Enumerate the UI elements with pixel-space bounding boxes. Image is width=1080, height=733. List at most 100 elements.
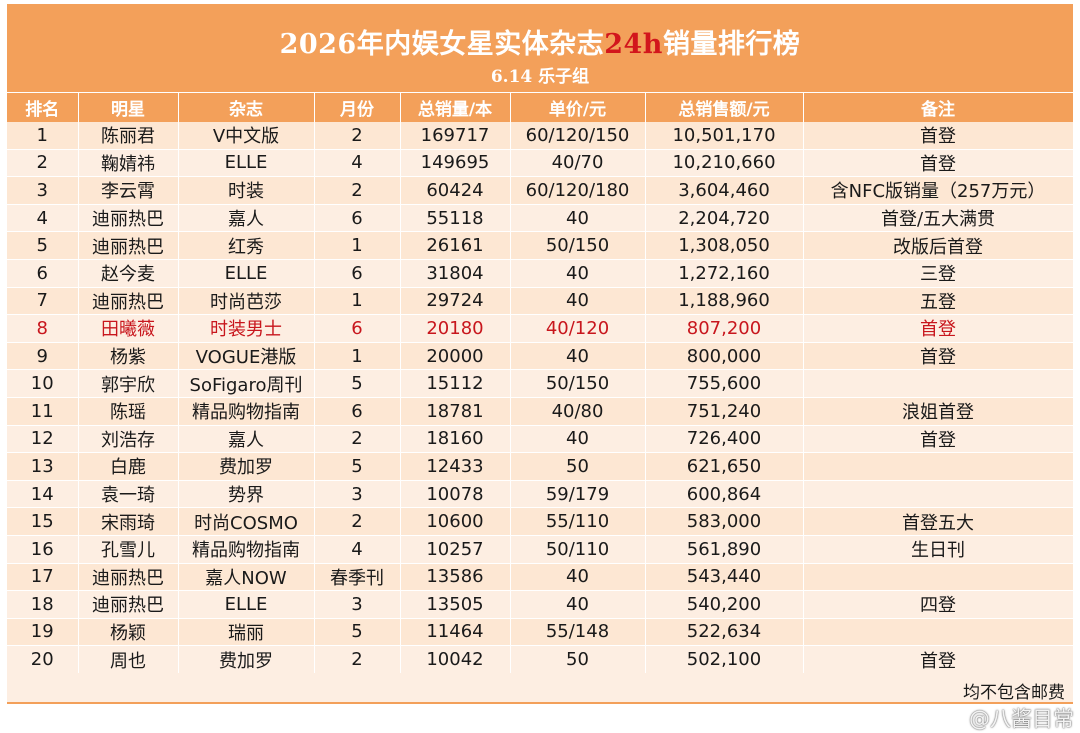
table-row: 17 迪丽热巴 嘉人NOW 春季刊 13586 40 543,440 [7,563,1074,592]
cell-magazine: ELLE [178,590,315,619]
cell-month: 6 [314,259,401,288]
table-row: 14 袁一琦 势界 3 10078 59/179 600,864 [7,480,1074,509]
cell-magazine: VOGUE港版 [178,342,315,371]
cell-units: 20000 [400,342,511,371]
cell-revenue: 10,501,170 [645,122,804,150]
cell-rank: 14 [7,480,79,509]
cell-note: 首登 [803,342,1074,371]
table-row: 9 杨紫 VOGUE港版 1 20000 40 800,000 首登 [7,342,1074,371]
cell-rank: 15 [7,507,79,536]
cell-month: 5 [314,369,401,398]
cell-star: 宋雨琦 [78,507,179,536]
cell-units: 169717 [400,122,511,150]
cell-star: 袁一琦 [78,480,179,509]
cell-revenue: 1,272,160 [645,259,804,288]
cell-price: 40 [510,590,646,619]
cell-rank: 8 [7,314,79,343]
cell-rank: 20 [7,645,79,674]
cell-revenue: 800,000 [645,342,804,371]
cell-price: 55/110 [510,507,646,536]
page-subtitle: 6.14 乐子组 [490,67,590,87]
cell-units: 10078 [400,480,511,509]
cell-star: 鞠婧祎 [78,149,179,178]
table-row: 7 迪丽热巴 时尚芭莎 1 29724 40 1,188,960 五登 [7,287,1074,316]
cell-month: 1 [314,231,401,260]
cell-rank: 2 [7,149,79,178]
cell-month: 3 [314,590,401,619]
cell-month: 5 [314,618,401,647]
cell-revenue: 583,000 [645,507,804,536]
cell-magazine: ELLE [178,149,315,178]
cell-note: 改版后首登 [803,231,1074,260]
cell-price: 60/120/180 [510,176,646,205]
cell-note: 四登 [803,590,1074,619]
col-header-revenue: 总销售额/元 [645,93,804,122]
cell-price: 40 [510,259,646,288]
table-row: 16 孔雪儿 精品购物指南 4 10257 50/110 561,890 生日刊 [7,535,1074,564]
cell-month: 2 [314,425,401,454]
cell-magazine: V中文版 [178,122,315,150]
cell-note [803,452,1074,481]
cell-price: 40/70 [510,149,646,178]
cell-units: 60424 [400,176,511,205]
cell-revenue: 543,440 [645,563,804,592]
cell-units: 13586 [400,563,511,592]
cell-star: 迪丽热巴 [78,231,179,260]
cell-month: 4 [314,149,401,178]
cell-month: 6 [314,397,401,426]
cell-magazine: 精品购物指南 [178,397,315,426]
footer-band [7,673,1073,702]
cell-magazine: SoFigaro周刊 [178,369,315,398]
cell-rank: 16 [7,535,79,564]
cell-units: 11464 [400,618,511,647]
cell-star: 周也 [78,645,179,674]
cell-price: 50/150 [510,231,646,260]
cell-rank: 11 [7,397,79,426]
cell-magazine: 嘉人 [178,425,315,454]
cell-note [803,480,1074,509]
cell-revenue: 522,634 [645,618,804,647]
cell-star: 白鹿 [78,452,179,481]
cell-revenue: 502,100 [645,645,804,674]
cell-revenue: 1,308,050 [645,231,804,260]
cell-magazine: 时装 [178,176,315,205]
cell-revenue: 600,864 [645,480,804,509]
cell-note: 首登 [803,122,1074,150]
cell-units: 13505 [400,590,511,619]
cell-revenue: 561,890 [645,535,804,564]
cell-price: 40 [510,342,646,371]
col-header-month: 月份 [314,93,401,122]
cell-magazine: 嘉人 [178,204,315,233]
cell-units: 12433 [400,452,511,481]
col-header-note: 备注 [803,93,1074,122]
cell-month: 2 [314,176,401,205]
cell-note: 浪姐首登 [803,397,1074,426]
cell-note: 首登/五大满贯 [803,204,1074,233]
cell-price: 50 [510,452,646,481]
col-header-price: 单价/元 [510,93,646,122]
cell-note [803,369,1074,398]
cell-note: 含NFC版销量（257万元） [803,176,1074,205]
ranking-table: 排名 明星 杂志 月份 总销量/本 单价/元 总销售额/元 备注 1 陈丽君 V中文… [7,93,1074,674]
cell-star: 杨颖 [78,618,179,647]
table-row: 10 郭宇欣 SoFigaro周刊 5 15112 50/150 755,600 [7,369,1074,398]
cell-rank: 10 [7,369,79,398]
cell-month: 1 [314,342,401,371]
cell-month: 3 [314,480,401,509]
cell-magazine: 时装男士 [178,314,315,343]
cell-price: 50/150 [510,369,646,398]
shipping-note: 均不包含邮费 [963,683,1065,703]
cell-units: 31804 [400,259,511,288]
title-banner: 2026年内娱女星实体杂志24h销量排行榜 6.14 乐子组 [7,4,1073,92]
col-header-star: 明星 [78,93,179,122]
cell-price: 40 [510,204,646,233]
cell-revenue: 10,210,660 [645,149,804,178]
table-row: 20 周也 费加罗 2 10042 50 502,100 首登 [7,645,1074,674]
page-title: 2026年内娱女星实体杂志24h销量排行榜 [7,22,1073,61]
cell-price: 40 [510,287,646,316]
cell-units: 10042 [400,645,511,674]
cell-magazine: ELLE [178,259,315,288]
cell-star: 孔雪儿 [78,535,179,564]
cell-month: 4 [314,535,401,564]
cell-star: 陈丽君 [78,122,179,150]
